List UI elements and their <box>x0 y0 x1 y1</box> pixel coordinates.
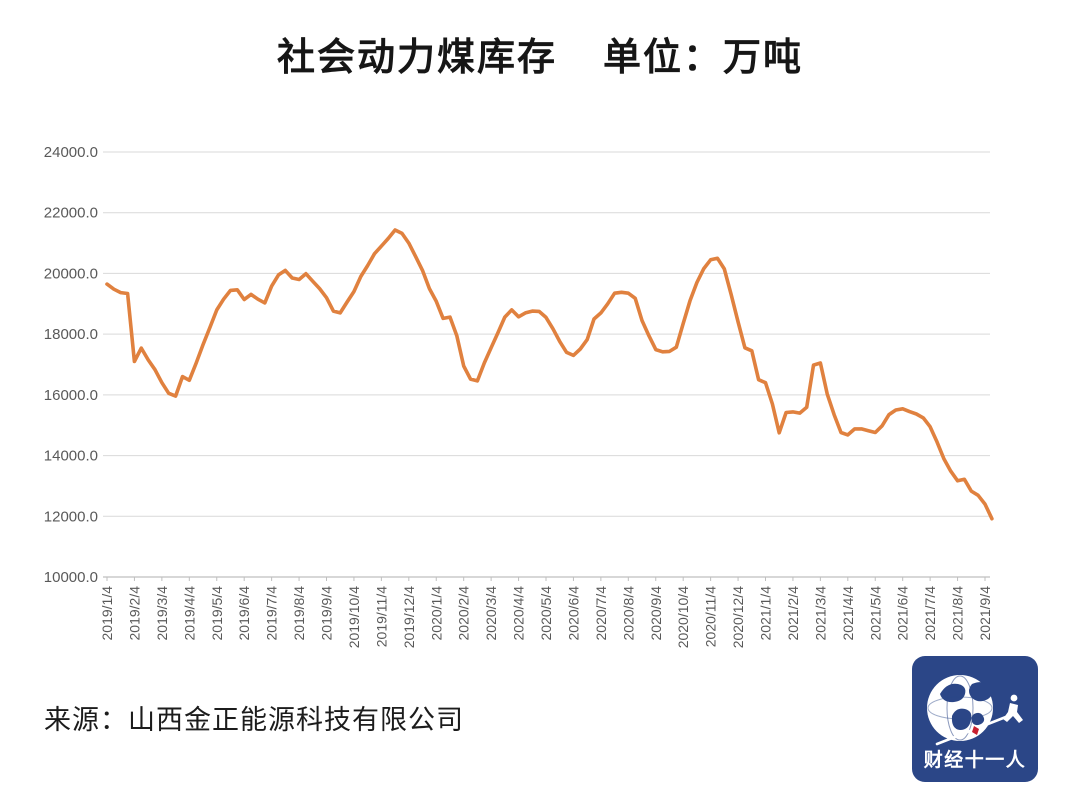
x-axis-label: 2019/9/4 <box>319 586 335 641</box>
y-axis-label: 18000.0 <box>44 326 98 343</box>
logo-text: 财经十一人 <box>924 748 1027 771</box>
x-axis-label: 2020/9/4 <box>648 586 664 641</box>
chart-header: 社会动力煤库存 单位：万吨 <box>0 26 1080 81</box>
x-axis-label: 2021/4/4 <box>840 586 856 641</box>
x-axis-label: 2020/6/4 <box>565 586 581 641</box>
x-axis-label: 2021/8/4 <box>950 586 966 641</box>
x-axis-label: 2020/3/4 <box>483 586 499 641</box>
x-axis-label: 2019/3/4 <box>154 586 170 641</box>
y-axis-label: 16000.0 <box>44 387 98 404</box>
y-axis-label: 14000.0 <box>44 448 98 465</box>
y-axis-label: 22000.0 <box>44 205 98 222</box>
x-axis-label: 2019/2/4 <box>126 586 142 641</box>
logo-lancer-icon <box>935 694 1023 746</box>
x-axis-label: 2021/6/4 <box>895 586 911 641</box>
x-axis-label: 2021/1/4 <box>758 586 774 641</box>
y-axis-label: 20000.0 <box>44 265 98 282</box>
y-axis-label: 12000.0 <box>44 508 98 525</box>
x-axis-label: 2019/7/4 <box>264 586 280 641</box>
x-axis-label: 2020/8/4 <box>620 586 636 641</box>
x-axis-label: 2021/9/4 <box>977 586 993 641</box>
chart-unit-label: 单位：万吨 <box>603 37 804 79</box>
x-axis-label: 2020/4/4 <box>511 586 527 641</box>
x-axis-label: 2019/10/4 <box>346 586 362 648</box>
x-axis-label: 2019/5/4 <box>209 586 225 641</box>
y-axis-label: 24000.0 <box>44 144 98 161</box>
x-axis-label: 2021/5/4 <box>867 586 883 641</box>
x-axis-label: 2021/7/4 <box>922 586 938 641</box>
source-label: 来源：山西金正能源科技有限公司 <box>44 705 464 735</box>
x-axis-label: 2019/6/4 <box>236 586 252 641</box>
chart-title: 社会动力煤库存 <box>276 37 557 79</box>
x-axis-label: 2019/1/4 <box>99 586 115 641</box>
x-axis-label: 2020/10/4 <box>675 586 691 648</box>
x-axis-label: 2020/1/4 <box>428 586 444 641</box>
x-axis-label: 2020/12/4 <box>730 586 746 648</box>
x-axis-label: 2019/8/4 <box>291 586 307 641</box>
series-line <box>105 228 994 521</box>
x-axis-label: 2019/4/4 <box>181 586 197 641</box>
y-axis-label: 10000.0 <box>44 569 98 586</box>
x-axis-label: 2020/2/4 <box>456 586 472 641</box>
logo-accent-mark <box>972 726 979 735</box>
x-axis-label: 2019/11/4 <box>373 586 389 647</box>
x-axis-label: 2021/3/4 <box>812 586 828 641</box>
publisher-logo: 财经十一人 <box>912 656 1038 782</box>
inventory-line-chart: 24000.0 22000.0 20000.0 18000.0 16000.0 14000… <box>44 144 994 648</box>
x-axis-label: 2020/11/4 <box>703 586 719 647</box>
logo-globe-icon <box>927 675 993 741</box>
x-axis-label: 2021/2/4 <box>785 586 801 641</box>
x-axis-label: 2020/7/4 <box>593 586 609 641</box>
x-axis-label: 2020/5/4 <box>538 586 554 641</box>
x-axis-label: 2019/12/4 <box>401 586 417 648</box>
